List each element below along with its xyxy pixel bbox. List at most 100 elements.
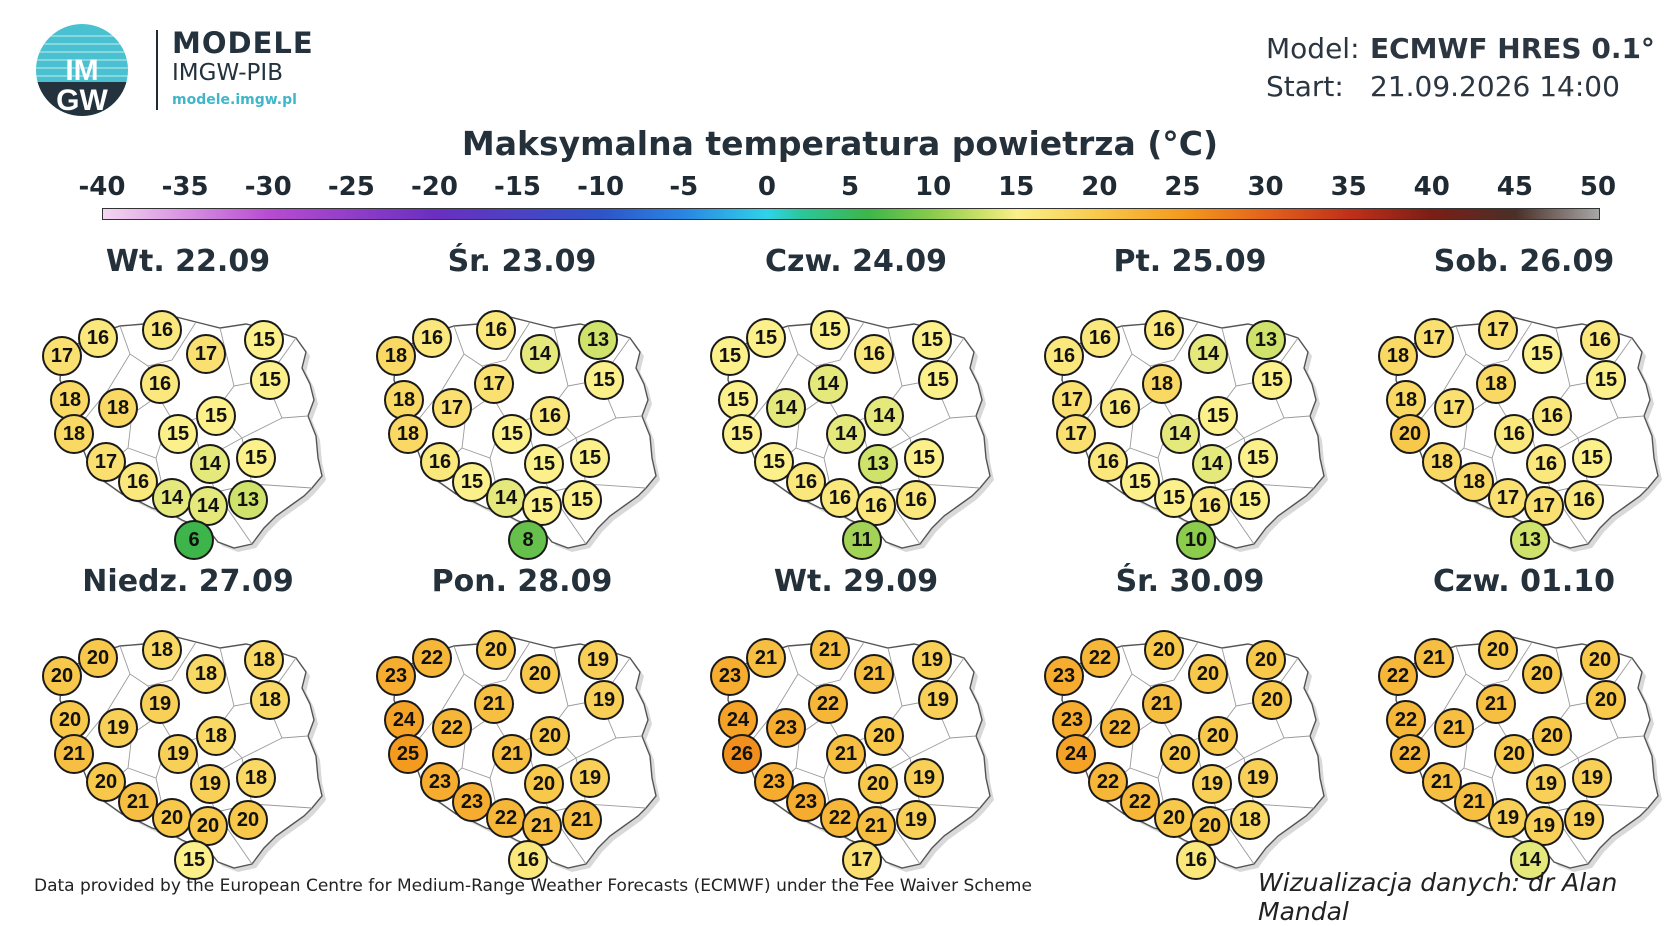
temperature-marker: 8 <box>508 520 548 560</box>
colorbar <box>102 208 1600 220</box>
temperature-marker: 17 <box>42 336 82 376</box>
temperature-marker: 16 <box>854 334 894 374</box>
temperature-marker: 16 <box>1564 480 1604 520</box>
temperature-marker: 16 <box>1494 414 1534 454</box>
temperature-marker: 18 <box>1230 800 1270 840</box>
temperature-marker: 23 <box>1052 700 1092 740</box>
temperature-marker: 20 <box>50 700 90 740</box>
temperature-marker: 16 <box>1044 336 1084 376</box>
temperature-marker: 16 <box>1580 320 1620 360</box>
temperature-marker: 17 <box>1434 388 1474 428</box>
temperature-marker: 22 <box>412 638 452 678</box>
temperature-marker: 19 <box>578 640 618 680</box>
temperature-marker: 21 <box>1434 708 1474 748</box>
temperature-marker: 20 <box>1188 654 1228 694</box>
colorbar-tick-label: 15 <box>998 172 1035 202</box>
colorbar-tick-label: 45 <box>1496 172 1533 202</box>
temperature-marker: 13 <box>858 444 898 484</box>
temperature-marker: 26 <box>722 734 762 774</box>
day-title: Pon. 28.09 <box>431 564 613 599</box>
temperature-marker: 17 <box>1488 478 1528 518</box>
colorbar-tick-label: 5 <box>840 172 860 202</box>
day-title: Niedz. 27.09 <box>82 564 294 599</box>
temperature-marker: 15 <box>250 360 290 400</box>
temperature-marker: 17 <box>432 388 472 428</box>
temperature-marker: 18 <box>1454 462 1494 502</box>
temperature-marker: 19 <box>912 640 952 680</box>
temperature-marker: 21 <box>810 630 850 670</box>
temperature-marker: 22 <box>1378 656 1418 696</box>
temperature-marker: 11 <box>842 520 882 560</box>
day-panel: Pt. 25.09 16 16 16 14 13 15 17 16 18 15 17 14 14 15 16 1… <box>1022 244 1358 564</box>
temperature-marker: 15 <box>452 462 492 502</box>
temperature-marker: 20 <box>1494 734 1534 774</box>
temperature-marker: 17 <box>186 334 226 374</box>
temperature-marker: 16 <box>786 462 826 502</box>
temperature-marker: 24 <box>718 700 758 740</box>
logo-text-bottom: GW <box>56 84 108 117</box>
temperature-marker: 15 <box>522 486 562 526</box>
temperature-marker: 18 <box>1142 364 1182 404</box>
day-panel: Czw. 01.10 22 21 20 20 20 20 22 21 21 20 22 20 19 19 21… <box>1356 564 1680 884</box>
temperature-marker: 16 <box>78 318 118 358</box>
temperature-marker: 16 <box>1176 840 1216 880</box>
temperature-marker: 20 <box>42 656 82 696</box>
colorbar-tick-label: -25 <box>327 172 375 202</box>
temperature-marker: 18 <box>384 380 424 420</box>
temperature-marker: 16 <box>476 310 516 350</box>
temperature-marker: 20 <box>1190 806 1230 846</box>
temperature-marker: 15 <box>904 438 944 478</box>
temperature-marker: 23 <box>710 656 750 696</box>
temperature-marker: 14 <box>1510 840 1550 880</box>
temperature-marker: 16 <box>1190 486 1230 526</box>
day-panel: Sob. 26.09 18 17 17 15 16 15 18 17 18 16 20 16 16 15 18… <box>1356 244 1680 564</box>
temperature-marker: 15 <box>1252 360 1292 400</box>
brand-url[interactable]: modele.imgw.pl <box>172 92 297 108</box>
temperature-marker: 16 <box>856 486 896 526</box>
temperature-marker: 22 <box>1390 734 1430 774</box>
data-credit: Data provided by the European Centre for… <box>34 876 1032 896</box>
temperature-marker: 20 <box>530 716 570 756</box>
brand-divider <box>156 30 158 110</box>
temperature-marker: 18 <box>376 336 416 376</box>
temperature-marker: 19 <box>570 758 610 798</box>
temperature-marker: 21 <box>1414 638 1454 678</box>
temperature-marker: 13 <box>578 320 618 360</box>
temperature-marker: 21 <box>746 638 786 678</box>
temperature-marker: 17 <box>1478 310 1518 350</box>
model-label: Model: <box>1266 32 1360 65</box>
temperature-marker: 15 <box>562 480 602 520</box>
temperature-marker: 15 <box>158 414 198 454</box>
logo-text-top: IM <box>65 54 98 87</box>
day-title: Wt. 29.09 <box>773 564 939 599</box>
temperature-marker: 14 <box>152 478 192 518</box>
temperature-marker: 15 <box>710 336 750 376</box>
day-panel: Wt. 29.09 23 21 21 21 19 19 24 23 22 20 26 21 20 19 23 2… <box>688 564 1024 884</box>
start-value: 21.09.2026 14:00 <box>1370 70 1620 103</box>
temperature-marker: 17 <box>1414 318 1454 358</box>
temperature-marker: 20 <box>152 798 192 838</box>
temperature-marker: 15 <box>524 444 564 484</box>
temperature-marker: 18 <box>196 716 236 756</box>
temperature-marker: 15 <box>244 320 284 360</box>
temperature-marker: 17 <box>842 840 882 880</box>
temperature-marker: 20 <box>858 764 898 804</box>
temperature-marker: 14 <box>1192 444 1232 484</box>
temperature-marker: 14 <box>1188 334 1228 374</box>
temperature-marker: 14 <box>188 486 228 526</box>
temperature-marker: 17 <box>474 364 514 404</box>
colorbar-tick-label: -15 <box>494 172 542 202</box>
temperature-marker: 14 <box>486 478 526 518</box>
colorbar-tick-label: 20 <box>1081 172 1118 202</box>
temperature-marker: 16 <box>1532 396 1572 436</box>
temperature-marker: 15 <box>492 414 532 454</box>
colorbar-tick-label: -40 <box>78 172 126 202</box>
temperature-marker: 23 <box>766 708 806 748</box>
temperature-marker: 15 <box>1238 438 1278 478</box>
day-panel: Wt. 22.09 17 16 16 17 15 15 18 18 16 15 18 15 14 15 17 1… <box>20 244 356 564</box>
temperature-marker: 16 <box>140 364 180 404</box>
temperature-marker: 16 <box>508 840 548 880</box>
temperature-marker: 15 <box>1120 462 1160 502</box>
temperature-marker: 6 <box>174 520 214 560</box>
visualization-credit: Wizualizacja danych: dr Alan Mandal <box>1258 868 1618 926</box>
